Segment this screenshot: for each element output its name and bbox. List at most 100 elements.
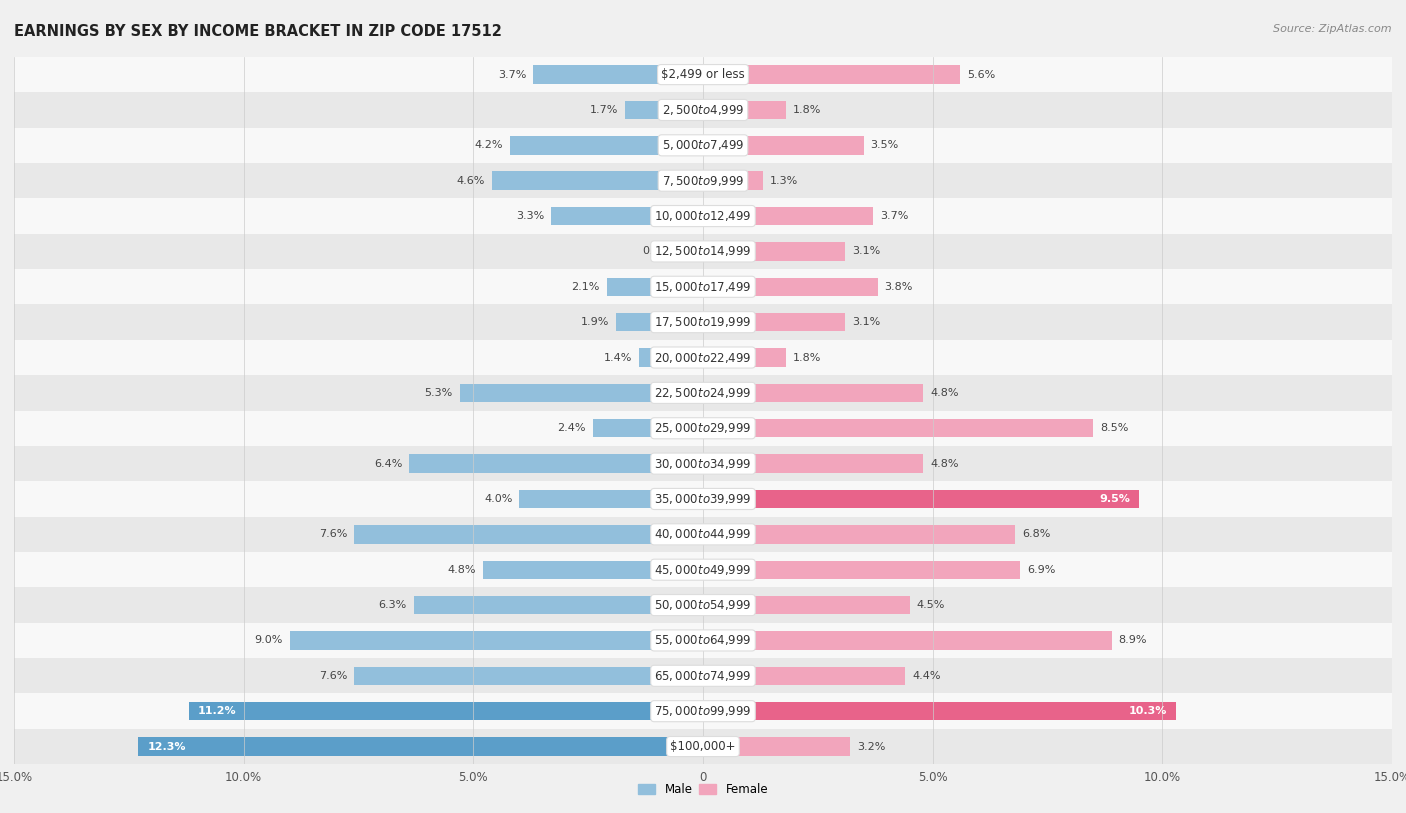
Bar [703,277,877,296]
Text: $40,000 to $44,999: $40,000 to $44,999 [654,528,752,541]
Text: 1.8%: 1.8% [793,353,821,363]
Text: 3.7%: 3.7% [498,70,526,80]
Text: $2,499 or less: $2,499 or less [661,68,745,81]
Bar [703,313,845,332]
Bar [14,481,1392,517]
Text: $30,000 to $34,999: $30,000 to $34,999 [654,457,752,471]
Bar [703,348,786,367]
Bar [354,525,703,544]
Text: $100,000+: $100,000+ [671,740,735,753]
Bar [703,737,851,756]
Text: EARNINGS BY SEX BY INCOME BRACKET IN ZIP CODE 17512: EARNINGS BY SEX BY INCOME BRACKET IN ZIP… [14,24,502,39]
Bar [703,172,762,190]
Bar [685,242,703,261]
Text: 6.9%: 6.9% [1026,565,1054,575]
Text: 3.8%: 3.8% [884,282,912,292]
Text: 1.3%: 1.3% [769,176,797,185]
Text: 9.5%: 9.5% [1099,494,1130,504]
Bar [138,737,703,756]
Text: $17,500 to $19,999: $17,500 to $19,999 [654,315,752,329]
Bar [703,631,1112,650]
Text: $7,500 to $9,999: $7,500 to $9,999 [662,174,744,188]
Bar [14,128,1392,163]
Bar [14,233,1392,269]
Text: 3.3%: 3.3% [516,211,544,221]
Bar [14,659,1392,693]
Text: $65,000 to $74,999: $65,000 to $74,999 [654,669,752,683]
Text: 8.9%: 8.9% [1119,636,1147,646]
Text: 4.0%: 4.0% [484,494,512,504]
Text: 1.4%: 1.4% [603,353,631,363]
Bar [14,623,1392,659]
Text: 1.7%: 1.7% [589,105,619,115]
Bar [703,65,960,84]
Bar [14,729,1392,764]
Bar [703,207,873,225]
Text: 3.2%: 3.2% [856,741,886,751]
Text: 12.3%: 12.3% [148,741,186,751]
Bar [492,172,703,190]
Bar [14,446,1392,481]
Bar [703,560,1019,579]
Text: $35,000 to $39,999: $35,000 to $39,999 [654,492,752,506]
Legend: Male, Female: Male, Female [633,778,773,801]
Text: 7.6%: 7.6% [319,671,347,680]
Bar [290,631,703,650]
Bar [14,693,1392,729]
Text: 3.1%: 3.1% [852,317,880,327]
Bar [703,242,845,261]
Text: 3.1%: 3.1% [852,246,880,256]
Text: Source: ZipAtlas.com: Source: ZipAtlas.com [1274,24,1392,34]
Text: $12,500 to $14,999: $12,500 to $14,999 [654,245,752,259]
Bar [14,57,1392,92]
Text: 4.4%: 4.4% [912,671,941,680]
Text: 10.3%: 10.3% [1129,706,1167,716]
Text: $22,500 to $24,999: $22,500 to $24,999 [654,386,752,400]
Bar [606,277,703,296]
Bar [14,411,1392,446]
Bar [703,101,786,120]
Text: 2.1%: 2.1% [571,282,599,292]
Text: 6.3%: 6.3% [378,600,406,610]
Text: 4.8%: 4.8% [931,388,959,398]
Text: 4.5%: 4.5% [917,600,945,610]
Text: $15,000 to $17,499: $15,000 to $17,499 [654,280,752,293]
Bar [14,376,1392,411]
Text: 4.8%: 4.8% [931,459,959,468]
Bar [14,163,1392,198]
Bar [510,136,703,154]
Text: $55,000 to $64,999: $55,000 to $64,999 [654,633,752,647]
Text: 3.7%: 3.7% [880,211,908,221]
Bar [188,702,703,720]
Text: 6.4%: 6.4% [374,459,402,468]
Text: 4.2%: 4.2% [475,141,503,150]
Text: 5.3%: 5.3% [425,388,453,398]
Text: 11.2%: 11.2% [198,706,236,716]
Bar [703,489,1139,508]
Bar [482,560,703,579]
Text: 0.41%: 0.41% [643,246,678,256]
Text: 3.5%: 3.5% [870,141,898,150]
Text: 5.6%: 5.6% [967,70,995,80]
Bar [551,207,703,225]
Text: 6.8%: 6.8% [1022,529,1050,539]
Text: $2,500 to $4,999: $2,500 to $4,999 [662,103,744,117]
Bar [703,667,905,685]
Text: 4.6%: 4.6% [457,176,485,185]
Bar [14,269,1392,304]
Text: 9.0%: 9.0% [254,636,283,646]
Text: $50,000 to $54,999: $50,000 to $54,999 [654,598,752,612]
Text: 7.6%: 7.6% [319,529,347,539]
Bar [14,304,1392,340]
Bar [14,92,1392,128]
Bar [14,517,1392,552]
Bar [703,384,924,402]
Text: $45,000 to $49,999: $45,000 to $49,999 [654,563,752,576]
Bar [14,198,1392,234]
Text: 4.8%: 4.8% [447,565,475,575]
Bar [354,667,703,685]
Text: $5,000 to $7,499: $5,000 to $7,499 [662,138,744,152]
Text: 8.5%: 8.5% [1101,424,1129,433]
Bar [703,596,910,615]
Text: 2.4%: 2.4% [557,424,586,433]
